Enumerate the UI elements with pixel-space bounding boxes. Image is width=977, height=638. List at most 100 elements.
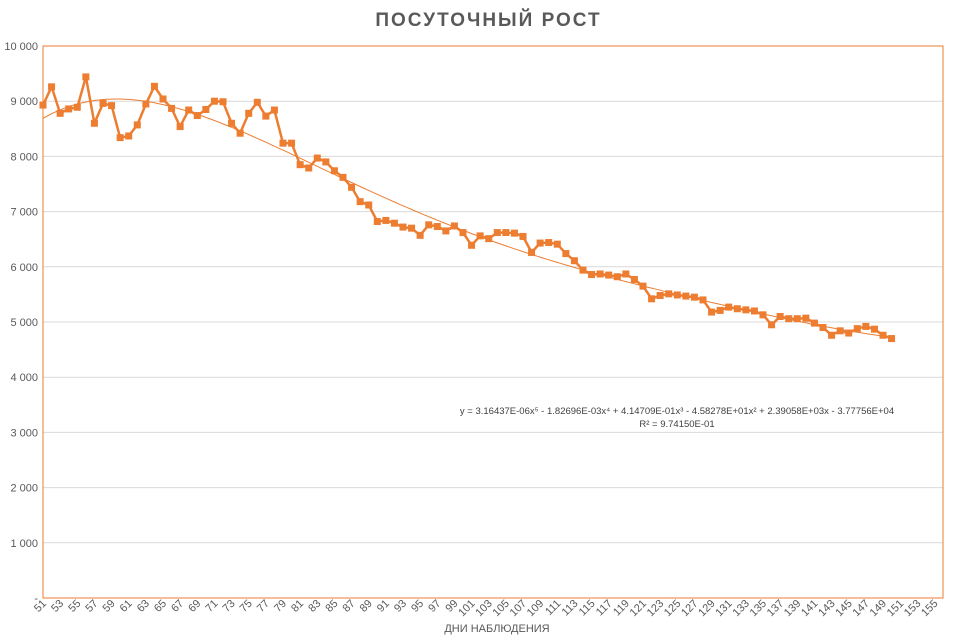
x-tick-label: 85 <box>323 598 340 615</box>
data-point <box>382 216 390 224</box>
series-line <box>41 75 893 340</box>
data-point <box>750 307 758 315</box>
x-tick-label: 73 <box>221 598 238 615</box>
y-axis-ticks: - 1 000 2 000 3 000 4 000 5 000 6 000 7 000 8 00… <box>4 41 38 605</box>
data-point <box>733 305 741 313</box>
data-point <box>108 102 116 110</box>
data-point <box>716 306 724 314</box>
y-tick-label: 6 000 <box>10 262 38 274</box>
data-point <box>193 112 201 120</box>
data-point <box>622 270 630 278</box>
data-point <box>819 324 827 332</box>
data-point <box>399 223 407 231</box>
data-point <box>116 134 124 142</box>
data-point <box>425 221 433 229</box>
data-point <box>202 105 210 113</box>
y-tick-label: 7 000 <box>10 207 38 219</box>
data-point <box>356 198 364 206</box>
data-point <box>442 227 450 235</box>
x-tick-label: 57 <box>83 598 100 615</box>
data-point <box>168 104 176 112</box>
data-point <box>262 112 270 120</box>
data-point <box>313 154 321 162</box>
y-tick-label: 3 000 <box>10 427 38 439</box>
data-point <box>90 119 98 127</box>
data-point <box>879 331 887 339</box>
data-point <box>485 235 493 243</box>
data-point <box>570 257 578 265</box>
x-tick-label: 111 <box>543 598 563 618</box>
data-point <box>810 319 818 327</box>
x-tick-label: 71 <box>203 598 220 615</box>
x-axis-label: ДНИ НАБЛЮДЕНИЯ <box>444 623 549 635</box>
trendline <box>42 98 892 338</box>
data-point <box>416 231 424 239</box>
data-point <box>296 161 304 169</box>
trendline-equation: y = 3.16437E-06x⁵ - 1.82696E-03x⁴ + 4.14… <box>460 406 894 417</box>
data-point <box>759 311 767 319</box>
x-tick-label: 93 <box>392 598 409 615</box>
data-point <box>185 106 193 114</box>
data-point <box>228 119 236 127</box>
data-point <box>510 229 518 237</box>
y-tick-label: 2 000 <box>10 483 38 495</box>
data-point <box>339 173 347 181</box>
data-point <box>288 139 296 147</box>
data-point <box>305 164 313 172</box>
data-point <box>553 240 561 248</box>
data-point <box>793 315 801 323</box>
data-point <box>596 270 604 278</box>
data-point <box>502 229 510 237</box>
data-point <box>493 229 501 237</box>
data-point <box>708 308 716 316</box>
x-tick-label: 87 <box>341 598 358 615</box>
data-point <box>665 290 673 298</box>
data-point <box>613 273 621 281</box>
data-point <box>579 266 587 274</box>
x-tick-label: 55 <box>66 598 83 615</box>
x-tick-label: 59 <box>101 598 118 615</box>
x-tick-label: 91 <box>375 598 392 615</box>
series-markers <box>39 73 896 343</box>
y-tick-label: 8 000 <box>10 151 38 163</box>
x-tick-label: 89 <box>358 598 375 615</box>
x-tick-label: 83 <box>306 598 323 615</box>
data-point <box>588 271 596 279</box>
data-point <box>562 250 570 258</box>
x-tick-label: 75 <box>238 598 255 615</box>
data-point <box>785 315 793 323</box>
data-point <box>373 218 381 226</box>
data-point <box>365 201 373 209</box>
data-point <box>699 296 707 304</box>
data-point <box>870 325 878 333</box>
data-point <box>142 100 150 108</box>
data-point <box>99 99 107 107</box>
data-point <box>528 248 536 256</box>
data-point <box>828 331 836 339</box>
data-point <box>150 82 158 90</box>
data-point <box>519 232 527 240</box>
x-tick-label: 155 <box>919 598 940 619</box>
x-tick-label: 81 <box>289 598 306 615</box>
data-point <box>210 97 218 105</box>
data-point <box>48 83 56 91</box>
data-point <box>322 158 330 166</box>
x-tick-label: 97 <box>426 598 443 615</box>
x-tick-label: 53 <box>49 598 66 615</box>
data-point <box>56 109 64 117</box>
data-point <box>725 303 733 311</box>
x-tick-label: 65 <box>152 598 169 615</box>
data-point <box>768 321 776 329</box>
x-tick-label: 95 <box>409 598 426 615</box>
data-point <box>279 139 287 147</box>
x-tick-label: 63 <box>135 598 152 615</box>
data-point <box>742 306 750 314</box>
data-point <box>82 73 90 81</box>
data-point <box>605 271 613 279</box>
data-point <box>159 95 167 103</box>
x-axis-ticks: 51 53 55 57 59 61 63 65 67 69 71 73 75 77 79 81 83 85 87 89… <box>32 598 941 619</box>
data-point <box>125 132 133 140</box>
data-point <box>270 106 278 114</box>
data-point <box>545 239 553 247</box>
trendline-r2: R² = 9.74150E-01 <box>639 419 714 430</box>
